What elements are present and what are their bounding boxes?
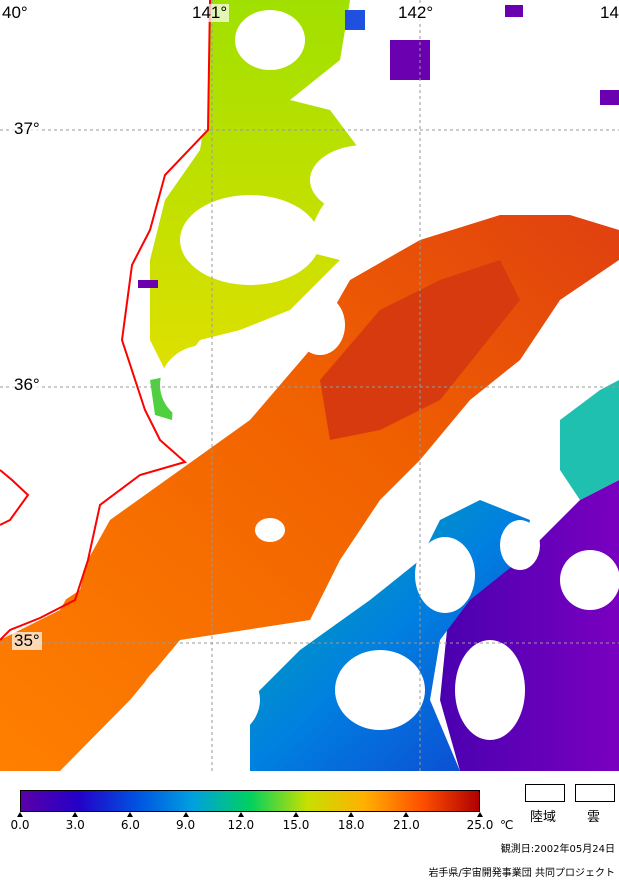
colorbar-tick-label: 0.0: [10, 818, 30, 832]
cold-fragment-blue: [345, 10, 365, 30]
land-legend-label: 陸域: [530, 810, 557, 825]
colorbar-tick: [182, 812, 189, 817]
longitude-label-141: 141°: [190, 3, 230, 22]
credit-text: 岩手県/宇宙開発事業団 共同プロジェクト: [428, 868, 615, 879]
cold-fragments-north: [138, 5, 619, 288]
longitude-label-142: 142°: [396, 3, 436, 22]
northern-water-region: [150, 0, 360, 380]
coastline-peninsula: [0, 469, 30, 526]
cloud-legend-swatch: [575, 784, 615, 802]
coastline: [0, 0, 211, 641]
colorbar-tick-label: 12.0: [227, 818, 255, 832]
latitude-label-36: 36°: [12, 375, 42, 394]
colorbar-tick-label: 15.0: [282, 818, 310, 832]
longitude-label-143: 14: [598, 3, 619, 22]
cloud-holes: [140, 10, 619, 745]
observation-date: 観測日:2002年05月24日: [500, 844, 615, 855]
colorbar-tick-label: 18.0: [337, 818, 365, 832]
colorbar-tick: [72, 812, 79, 817]
cloud-legend-label: 雲: [587, 810, 601, 825]
graticule: [0, 0, 619, 771]
colorbar-tick-label: 6.0: [120, 818, 140, 832]
colorbar-tick-label: 3.0: [65, 818, 85, 832]
cool-water-east-patch: [560, 380, 619, 500]
colorbar-unit: ℃: [500, 818, 514, 832]
colorbar-tick-label: 9.0: [176, 818, 196, 832]
land-legend-swatch: [525, 784, 565, 802]
colorbar-tick: [293, 812, 299, 817]
colorbar-tick: [348, 812, 355, 817]
sea-surface-temperature-map: [0, 0, 619, 771]
latitude-label-35: 35°: [12, 631, 42, 650]
colorbar-tick: [127, 812, 134, 817]
latitude-label-37: 37°: [12, 119, 42, 138]
land-area: [0, 0, 210, 630]
colorbar-tick: [403, 812, 410, 817]
temperature-colorbar: [20, 790, 480, 812]
colorbar-tick-label: 21.0: [393, 818, 420, 832]
colorbar-tick: [17, 812, 23, 817]
colorbar-tick: [237, 812, 244, 817]
colorbar-tick: [477, 812, 483, 817]
longitude-label-140: 40°: [0, 3, 30, 22]
colorbar-tick-label: 25.0: [466, 818, 494, 832]
